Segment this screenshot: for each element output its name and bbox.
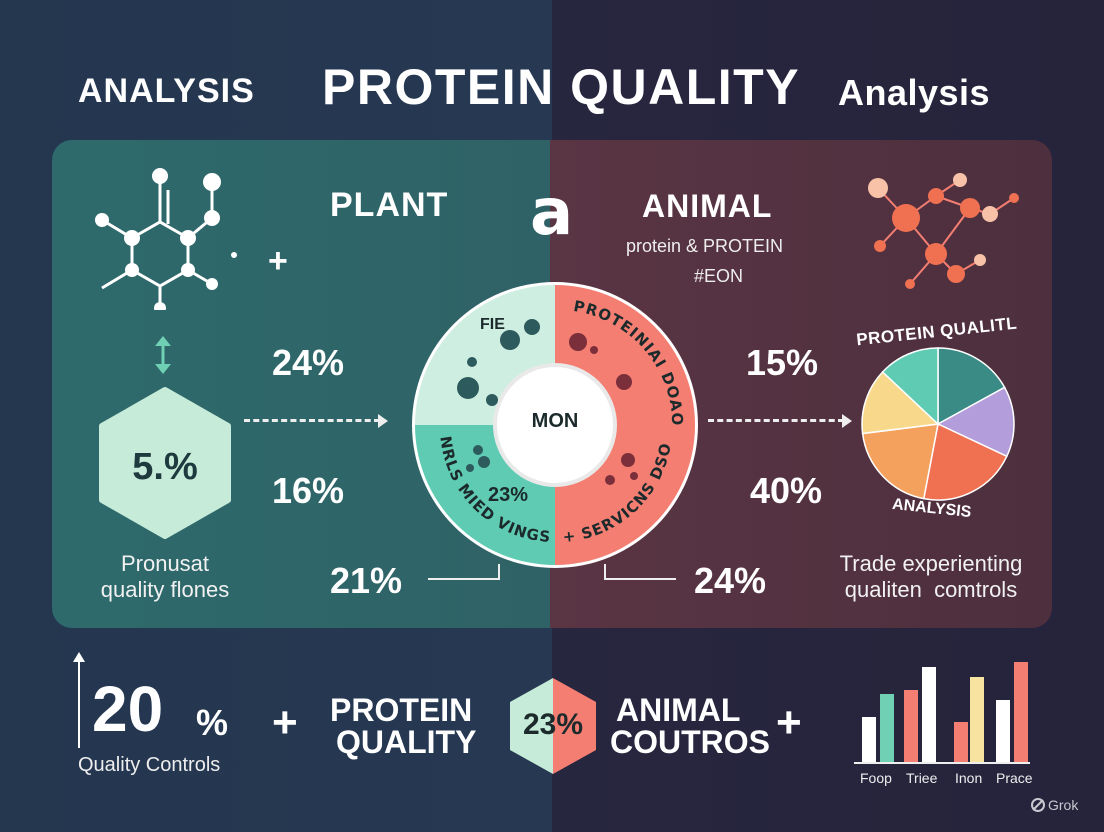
center-ring-chart: PROTEINIAI DOAO NRLS MIED VINGS + SERVIC… [412, 282, 698, 568]
animal-note-line2: qualiten comtrols [844, 577, 1018, 602]
up-down-arrow-icon [155, 336, 171, 374]
footer-protein-line1: PROTEIN [330, 692, 473, 728]
bar-3 [904, 690, 918, 762]
bar-7 [996, 700, 1010, 762]
animal-pct-bottom: 24% [694, 560, 767, 601]
pie-slice-6 [881, 347, 939, 426]
bar-6 [970, 677, 984, 762]
plant-pct-bottom: 21% [330, 560, 403, 601]
pie-slice-5 [861, 370, 940, 435]
bar-1 [862, 717, 876, 762]
pie-slice-4 [861, 423, 939, 500]
footer-animal-line2: COUTROS [610, 724, 770, 760]
footer-big-unit: % [196, 702, 229, 743]
bar-label-2: Triee [906, 770, 938, 786]
footer-protein-line2: QUALITY [336, 724, 477, 760]
animal-title: ANIMAL [642, 188, 773, 224]
network-molecule-icon [868, 173, 1019, 289]
ring-text-top-left: FIE [480, 316, 505, 333]
plant-pct-mid: 16% [272, 470, 345, 511]
plant-arrow-head [378, 414, 388, 428]
plant-title: PLANT [330, 186, 449, 224]
plant-note-line2: quality flones [100, 577, 230, 602]
animal-subtitle-1: protein & PROTEIN [626, 236, 784, 256]
animal-pct-top: 15% [746, 342, 819, 383]
up-arrow-icon [73, 652, 85, 748]
center-glyph: a [530, 176, 574, 250]
animal-underline-tick [604, 564, 606, 580]
plant-dashed-arrow [244, 419, 380, 422]
footer-plus-1: + [272, 698, 298, 747]
animal-pct-mid: 40% [750, 470, 823, 511]
pie-slice-2 [936, 386, 1015, 458]
bar-label-4: Prace [996, 770, 1033, 786]
animal-note-line1: Trade experienting [839, 551, 1023, 576]
plant-hexagon [99, 387, 231, 539]
plant-note-line1: Pronusat [120, 551, 210, 576]
pie-chart [861, 347, 1015, 501]
plant-hex-value: 5.% [132, 446, 198, 488]
footer-plus-2: + [776, 698, 802, 747]
molecule-icon [95, 168, 237, 310]
animal-arrow-head [842, 414, 852, 428]
plant-pct-top: 24% [272, 342, 345, 383]
plant-underline [428, 578, 500, 580]
header-left-label: ANALYSIS [78, 72, 255, 110]
plant-underline-tick [498, 564, 500, 580]
footer-hex-value: 23% [522, 708, 584, 741]
footer-big-caption: Quality Controls [78, 754, 221, 776]
animal-underline [604, 578, 676, 580]
bar-label-3: Inon [955, 770, 983, 786]
grok-logo-icon [1031, 798, 1045, 812]
header-right-label: Analysis [838, 72, 991, 113]
bar-5 [954, 722, 968, 762]
ring-inner-percent: 23% [488, 484, 529, 506]
pie-slice-1 [937, 347, 1006, 426]
footer-hexagon [510, 678, 596, 774]
watermark: Grok [1048, 797, 1079, 813]
footer-big-value: 20 [92, 673, 164, 745]
plant-plus-sign: + [268, 242, 288, 280]
footer-animal-line1: ANIMAL [616, 692, 741, 728]
pie-slice-3 [922, 422, 1008, 501]
animal-dashed-arrow [708, 419, 844, 422]
bar-chart [854, 662, 1030, 764]
bar-2 [880, 694, 894, 762]
ring-inner-label: MON [531, 410, 579, 432]
animal-subtitle-2: #EON [694, 266, 744, 286]
bar-4 [922, 667, 936, 762]
page-title: PROTEIN QUALITY [322, 59, 801, 115]
bar-8 [1014, 662, 1028, 762]
bar-label-1: Foop [860, 770, 892, 786]
